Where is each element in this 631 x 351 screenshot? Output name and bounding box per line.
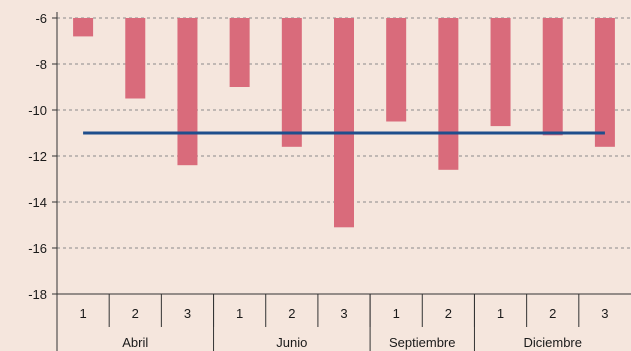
axis-labels: -6 -8 -10 -12 -14 -16 -18 1 2 3 1 2 3 1 2 1 2 3 Abril Junio…: [28, 11, 608, 350]
x-category-label: 3: [601, 306, 608, 321]
bar: [73, 18, 94, 37]
bar: [386, 18, 407, 122]
bar: [438, 18, 459, 170]
y-tick-label: -12: [28, 149, 47, 164]
y-tick-label: -8: [35, 57, 47, 72]
y-tick-label: -6: [35, 11, 47, 26]
axes: [52, 12, 631, 351]
x-category-label: 1: [497, 306, 504, 321]
x-group-label: Junio: [276, 335, 307, 350]
x-group-label: Septiembre: [389, 335, 455, 350]
y-tick-label: -14: [28, 195, 47, 210]
bar: [490, 18, 511, 127]
y-tick-label: -18: [28, 287, 47, 302]
x-category-label: 3: [184, 306, 191, 321]
bar: [177, 18, 198, 166]
x-category-label: 1: [393, 306, 400, 321]
x-category-label: 1: [236, 306, 243, 321]
x-category-label: 2: [549, 306, 556, 321]
x-category-label: 2: [132, 306, 139, 321]
x-group-label: Abril: [122, 335, 148, 350]
bar-series: [73, 18, 615, 228]
x-category-label: 1: [79, 306, 86, 321]
bar: [125, 18, 146, 99]
bar: [594, 18, 615, 147]
bar: [281, 18, 302, 147]
x-category-label: 3: [340, 306, 347, 321]
y-tick-label: -16: [28, 241, 47, 256]
x-group-label: Diciembre: [523, 335, 582, 350]
x-category-label: 2: [445, 306, 452, 321]
bar: [229, 18, 250, 87]
x-category-label: 2: [288, 306, 295, 321]
y-tick-label: -10: [28, 103, 47, 118]
bar: [542, 18, 563, 136]
bar: [334, 18, 354, 228]
